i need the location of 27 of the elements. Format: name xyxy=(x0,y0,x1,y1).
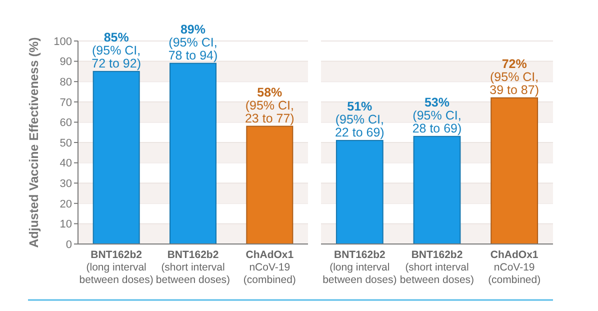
y-tick-label: 0 xyxy=(66,238,72,251)
data-label: 85% (95% CI, 72 to 92) xyxy=(92,30,142,70)
bar xyxy=(92,70,140,244)
data-label: 51% (95% CI, 22 to 69) xyxy=(334,99,384,140)
data-label: 89% (95% CI, 78 to 94) xyxy=(168,22,218,62)
x-tick-label: BNT162b2 (long interval between doses) xyxy=(79,249,154,286)
y-tick-label: 60 xyxy=(60,117,72,130)
y-tick-label: 20 xyxy=(60,198,72,210)
y-tick-label: 100 xyxy=(54,36,72,48)
x-tick-label: BNT162b2 (short interval between doses) xyxy=(400,249,474,286)
y-tick-label: 30 xyxy=(60,178,72,190)
y-tick-label: 50 xyxy=(60,137,72,150)
x-tick-label: BNT162b2 (short interval between doses) xyxy=(156,249,230,286)
bar xyxy=(170,62,216,244)
bar xyxy=(246,126,294,244)
y-tick-label: 90 xyxy=(60,56,72,68)
x-tick-label: ChAdOx1 nCoV-19 (combined) xyxy=(243,249,296,286)
data-label: 72% (95% CI, 39 to 87) xyxy=(490,56,540,97)
data-label: 53% (95% CI, 28 to 69) xyxy=(412,95,462,136)
data-label: 58% (95% CI, 23 to 77) xyxy=(244,85,294,126)
y-tick-label: 10 xyxy=(60,218,72,231)
y-tick-label: 80 xyxy=(60,76,72,88)
x-tick-label: BNT162b2 (long interval between doses) xyxy=(322,249,397,286)
y-tick-label: 40 xyxy=(60,158,72,170)
y-tick-label: 70 xyxy=(60,96,72,109)
x-tick-label: ChAdOx1 nCoV-19 (combined) xyxy=(488,249,541,286)
y-axis-title: Adjusted Vaccine Effectiveness (%) xyxy=(27,37,41,248)
